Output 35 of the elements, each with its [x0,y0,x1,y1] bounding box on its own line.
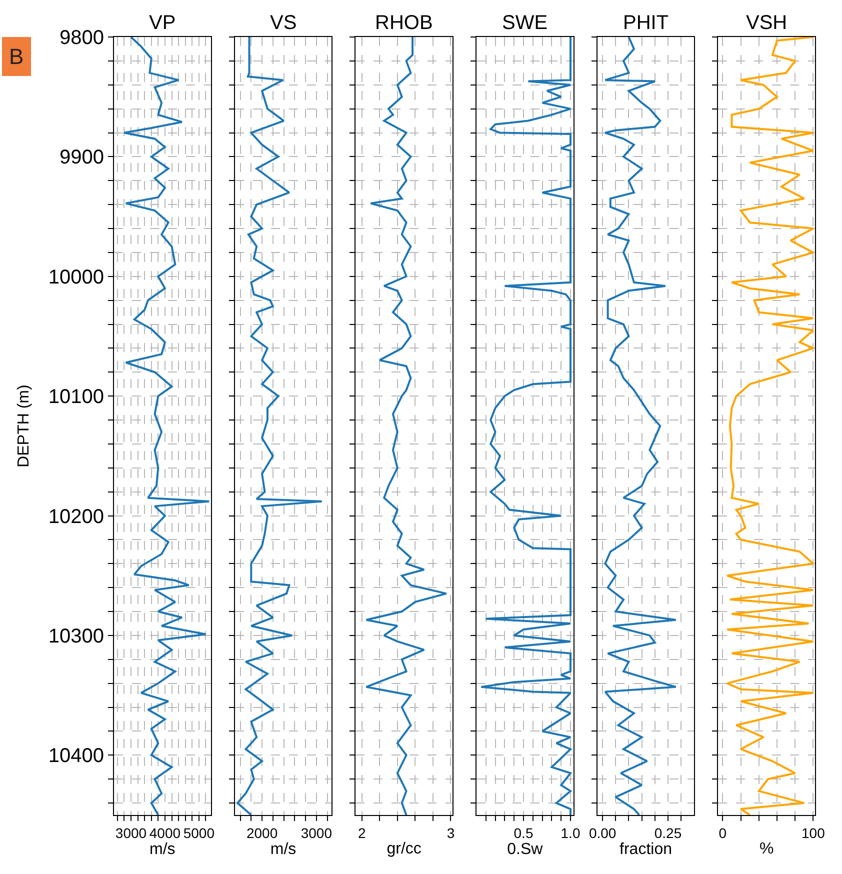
x-axis-title: m/s [150,840,176,858]
y-tick-label: 10400 [48,745,104,768]
y-tick-label: 10200 [48,506,104,528]
x-tick-label: 1.0 [560,824,580,841]
x-tick-label: 100 [802,824,826,841]
x-tick-label: 3 [446,824,455,841]
x-axis-title: m/s [270,840,296,858]
text: B [9,44,24,69]
x-tick-label: 5000 [183,824,215,841]
y-axis-title: DEPTH (m) [15,384,32,468]
x-tick-label: 3000 [300,824,332,841]
chart-title: PHIT [623,12,669,34]
y-tick-label: 10000 [48,266,104,288]
x-axis-title: 0.Sw [507,840,544,858]
y-tick-label: 9900 [60,146,104,169]
x-tick-label: 2000 [246,824,278,841]
x-axis-title: fraction [620,840,672,858]
chart-title: VSH [746,12,788,34]
y-tick-label: 9800 [60,27,104,49]
chart-title: VS [270,12,297,34]
chart-title: SWE [502,12,548,34]
x-tick-label: 0.25 [654,824,682,841]
chart-title: VP [149,12,176,34]
x-axis-title: % [759,840,774,858]
x-axis-title: gr/cc [386,840,422,858]
x-tick-label: 0.00 [588,824,616,841]
y-tick-label: 10100 [48,386,104,408]
x-tick-label: 0 [718,824,727,841]
y-tick-label: 10300 [48,625,104,648]
x-tick-label: 2 [358,824,366,841]
x-tick-label: 3000 [115,824,147,841]
x-tick-label: 4000 [149,824,181,841]
line-series [123,37,210,815]
x-tick-label: 0.5 [514,824,534,841]
chart-title: RHOB [375,12,433,34]
